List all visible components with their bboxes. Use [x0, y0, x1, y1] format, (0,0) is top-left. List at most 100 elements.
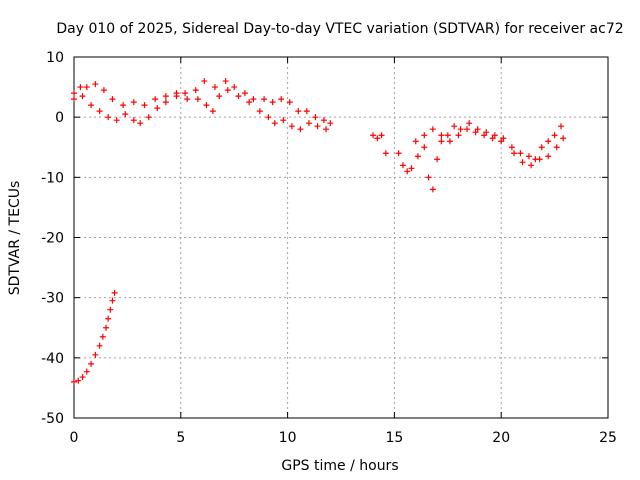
- data-point: [429, 186, 436, 193]
- series-arc-a-upper: [71, 78, 334, 127]
- y-tick-label: -10: [41, 170, 64, 186]
- data-point: [378, 132, 385, 139]
- data-point: [536, 156, 543, 163]
- data-point: [154, 105, 161, 112]
- data-point: [327, 120, 334, 127]
- data-point: [374, 135, 381, 142]
- data-point: [83, 368, 90, 375]
- data-point: [192, 87, 199, 94]
- data-point: [278, 96, 285, 103]
- data-point: [105, 315, 112, 322]
- x-tick-label: 25: [599, 430, 617, 446]
- data-point: [216, 93, 223, 100]
- data-point: [323, 126, 330, 133]
- data-point: [451, 123, 458, 130]
- data-point: [79, 93, 86, 100]
- data-point: [162, 93, 169, 100]
- data-point: [286, 99, 293, 106]
- data-point: [271, 120, 278, 127]
- data-point: [370, 132, 377, 139]
- data-point: [280, 117, 287, 124]
- data-point: [528, 162, 535, 169]
- data-point: [211, 84, 218, 91]
- grid: [74, 57, 608, 418]
- data-point: [545, 138, 552, 145]
- data-point: [141, 102, 148, 109]
- x-axis-label: GPS time / hours: [281, 458, 398, 474]
- data-point: [246, 99, 253, 106]
- data-point: [511, 150, 518, 157]
- series-arc-b-lower: [412, 126, 567, 169]
- data-point: [96, 108, 103, 115]
- data-point: [500, 135, 507, 142]
- y-tick-label: -50: [41, 411, 64, 427]
- data-point: [75, 377, 82, 384]
- data-point: [414, 153, 421, 160]
- data-point: [96, 342, 103, 349]
- data-point: [438, 132, 445, 139]
- data-point: [203, 102, 210, 109]
- data-point: [434, 156, 441, 163]
- data-point: [111, 289, 118, 296]
- y-tick-label: -20: [41, 231, 64, 247]
- data-point: [222, 78, 229, 85]
- data-point: [201, 78, 208, 85]
- data-point: [444, 132, 451, 139]
- data-point: [408, 165, 415, 172]
- y-tick-label: -30: [41, 291, 64, 307]
- data-point: [517, 150, 524, 157]
- data-point: [184, 96, 191, 103]
- data-point: [103, 324, 110, 331]
- data-point: [241, 90, 248, 97]
- data-point: [109, 297, 116, 304]
- data-point: [429, 126, 436, 133]
- series-arc-a-lower: [71, 87, 330, 133]
- data-point: [288, 123, 295, 130]
- data-point: [508, 144, 515, 151]
- data-point: [412, 138, 419, 145]
- data-point: [88, 360, 95, 367]
- data-point: [295, 108, 302, 115]
- data-point: [256, 108, 263, 115]
- x-tick-label: 10: [279, 430, 297, 446]
- data-point: [498, 138, 505, 145]
- chart-title: Day 010 of 2025, Sidereal Day-to-day VTE…: [56, 21, 623, 37]
- data-point: [425, 174, 432, 181]
- data-points: [71, 78, 567, 385]
- data-point: [145, 114, 152, 121]
- data-point: [483, 129, 490, 136]
- data-point: [558, 123, 565, 130]
- data-point: [182, 90, 189, 97]
- data-point: [269, 99, 276, 106]
- data-point: [83, 84, 90, 91]
- data-point: [122, 111, 129, 118]
- data-point: [105, 114, 112, 121]
- data-point: [71, 96, 77, 103]
- data-point: [209, 108, 216, 115]
- data-point: [312, 114, 319, 121]
- data-point: [472, 129, 479, 136]
- data-point: [455, 132, 462, 139]
- data-point: [107, 306, 114, 313]
- data-point: [297, 126, 304, 133]
- data-point: [100, 87, 107, 94]
- x-tick-label: 15: [385, 430, 403, 446]
- data-point: [446, 138, 453, 145]
- x-tick-label: 5: [176, 430, 185, 446]
- data-point: [71, 378, 77, 385]
- data-point: [113, 117, 120, 124]
- data-point: [457, 126, 464, 133]
- data-point: [99, 333, 106, 340]
- data-point: [137, 120, 144, 127]
- data-point: [71, 90, 77, 97]
- data-point: [489, 135, 496, 142]
- data-point: [545, 153, 552, 160]
- data-point: [538, 144, 545, 151]
- data-point: [231, 84, 238, 91]
- data-point: [92, 81, 99, 88]
- data-point: [519, 159, 526, 166]
- data-point: [305, 120, 312, 127]
- data-point: [130, 99, 137, 106]
- data-point: [303, 108, 310, 115]
- data-point: [421, 144, 428, 151]
